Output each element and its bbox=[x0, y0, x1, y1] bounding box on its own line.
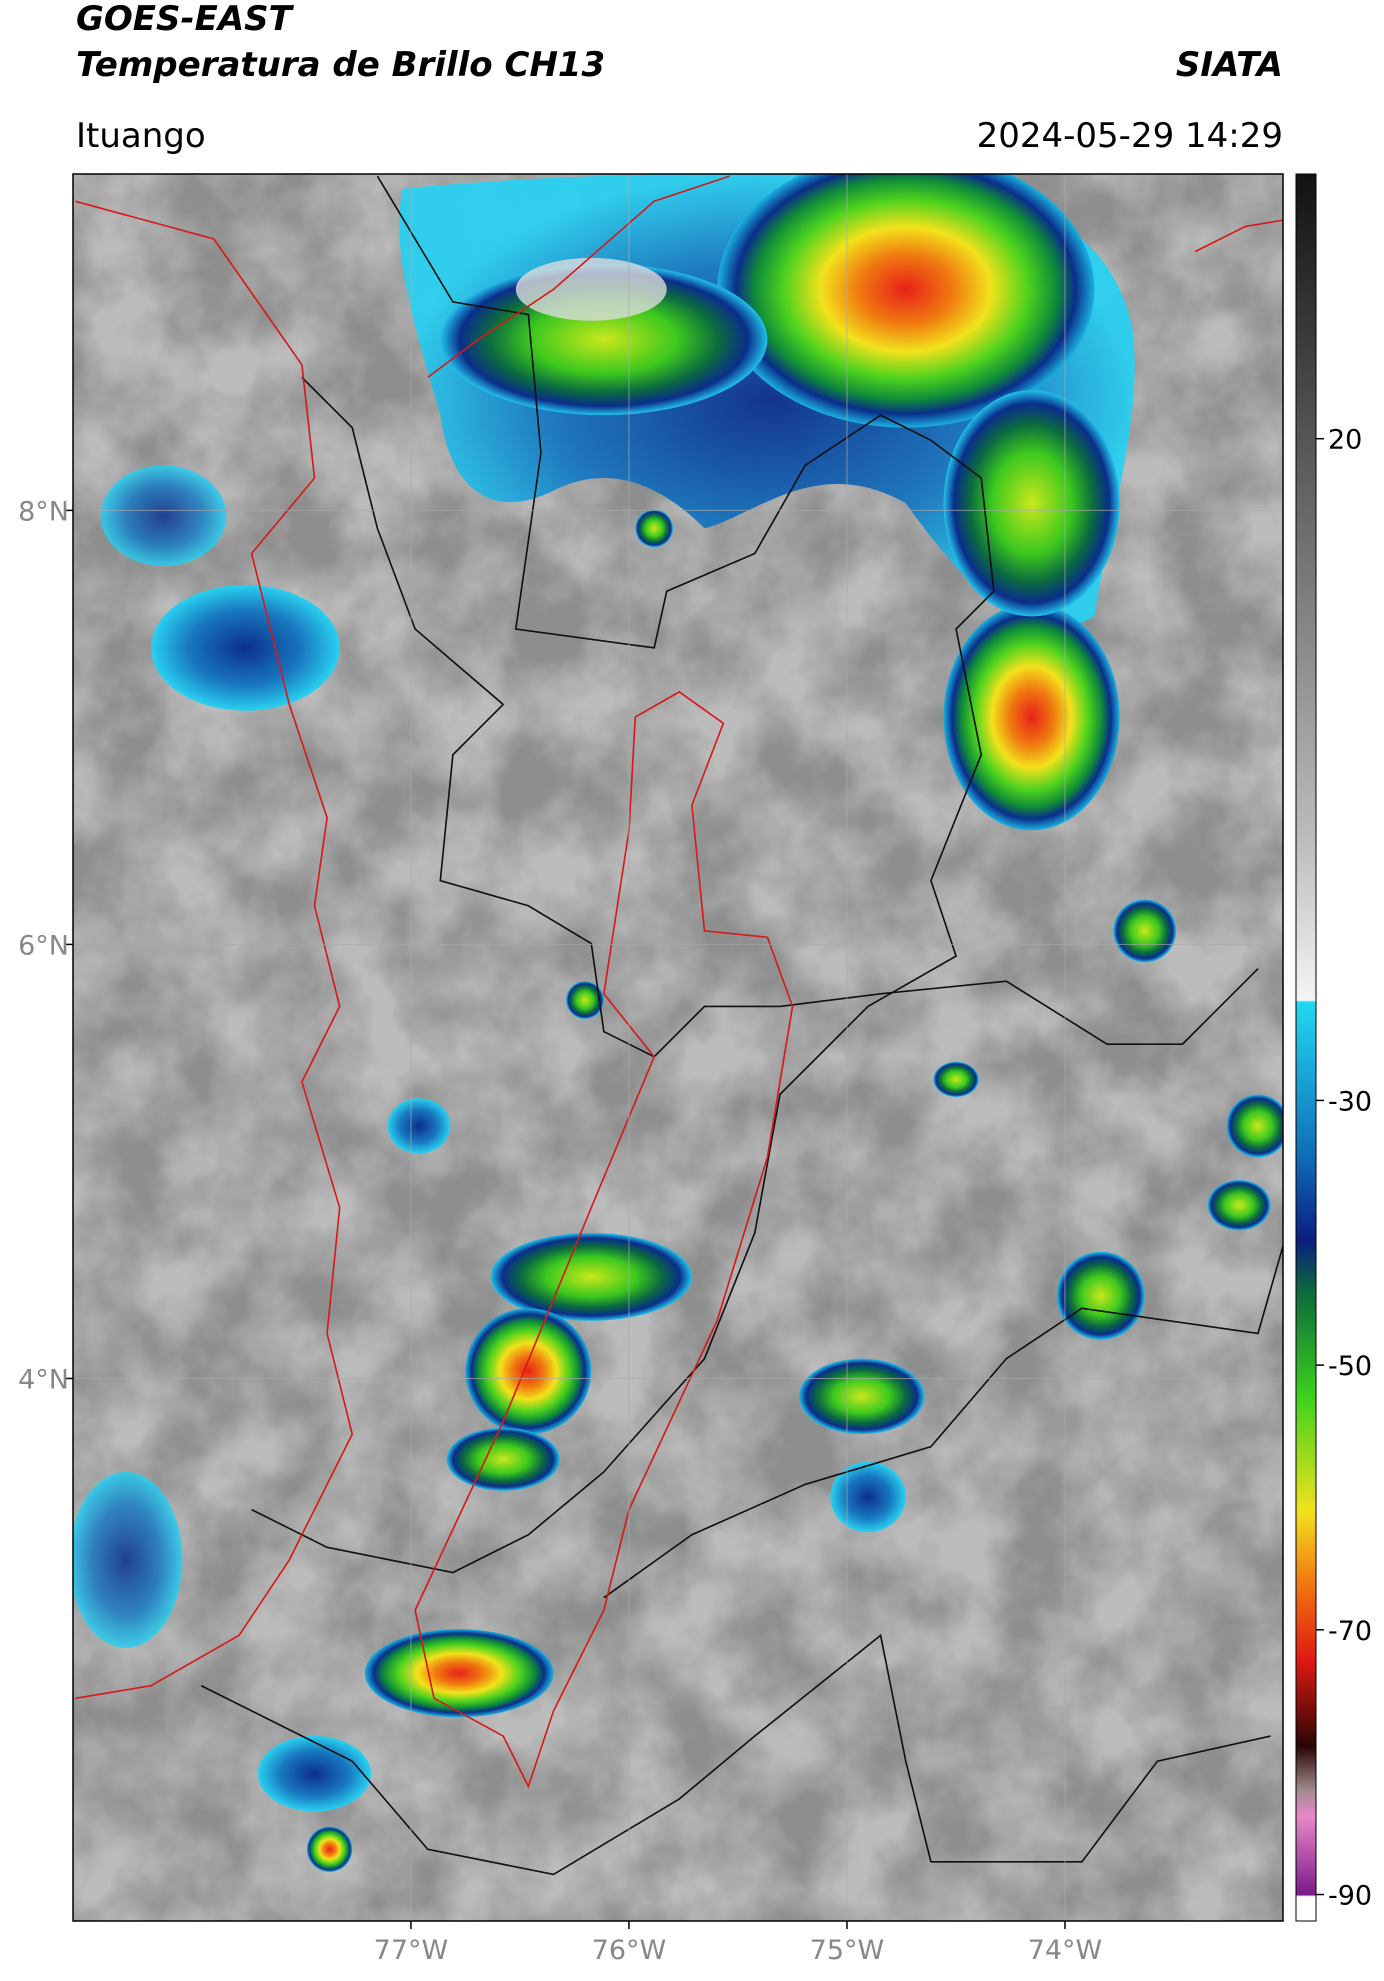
colorbar-tick-label: -90 bbox=[1328, 1881, 1372, 1912]
colorbar-tick-label: -50 bbox=[1328, 1351, 1372, 1382]
x-tick-label: 75°W bbox=[810, 1935, 885, 1966]
map-imagery bbox=[73, 174, 1283, 1921]
colorbar-tick-label: -70 bbox=[1328, 1616, 1372, 1647]
y-tick-label: 8°N bbox=[18, 496, 69, 527]
x-tick-label: 77°W bbox=[374, 1935, 449, 1966]
colorbar-tick-label: 20 bbox=[1328, 425, 1362, 456]
subtitle: Temperatura de Brillo CH13 bbox=[76, 45, 605, 85]
datetime: 2024-05-29 14:29 bbox=[977, 116, 1283, 156]
y-tick-label: 4°N bbox=[18, 1364, 69, 1395]
colorbar-tick-label: -30 bbox=[1328, 1086, 1372, 1117]
ticks: 77°W 76°W 75°W 74°W 8°N 6°N 4°N 20 -30 -50 -70 -90 bbox=[18, 425, 1372, 1966]
brand: SIATA bbox=[1176, 45, 1283, 85]
y-tick-label: 6°N bbox=[18, 930, 69, 961]
x-tick-label: 76°W bbox=[592, 1935, 667, 1966]
location: Ituango bbox=[76, 116, 206, 156]
x-tick-label: 74°W bbox=[1028, 1935, 1103, 1966]
grid bbox=[73, 174, 1283, 1921]
colorbar bbox=[1295, 173, 1317, 1922]
title: GOES-EAST bbox=[76, 0, 295, 39]
map-frame bbox=[72, 173, 1284, 1922]
